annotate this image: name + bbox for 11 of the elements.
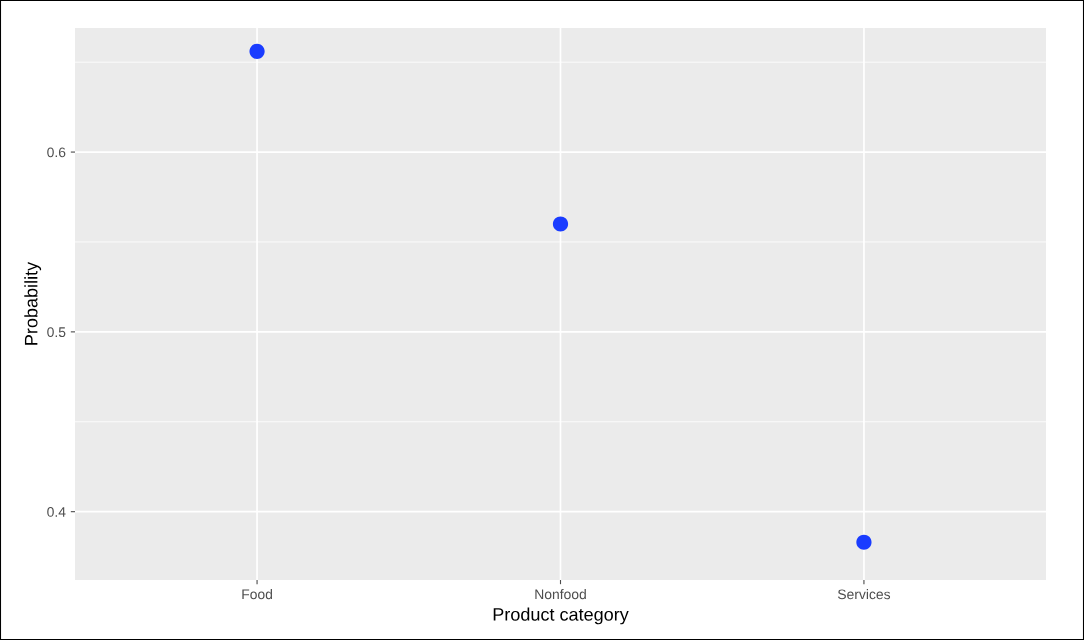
point <box>552 216 569 232</box>
y-axis-title: Probability <box>24 261 42 345</box>
y-tick-label: 0.5 <box>47 327 66 338</box>
y-tick-label: 0.4 <box>47 507 66 517</box>
x-axis-title: Product category <box>493 607 629 625</box>
point <box>856 534 872 550</box>
y-tick-label: 0.6 <box>47 147 66 158</box>
x-tick-label: Nonfood <box>535 589 586 600</box>
point <box>249 43 265 59</box>
x-tick-label: Food <box>242 589 272 600</box>
x-tick-label: Services <box>837 589 891 600</box>
